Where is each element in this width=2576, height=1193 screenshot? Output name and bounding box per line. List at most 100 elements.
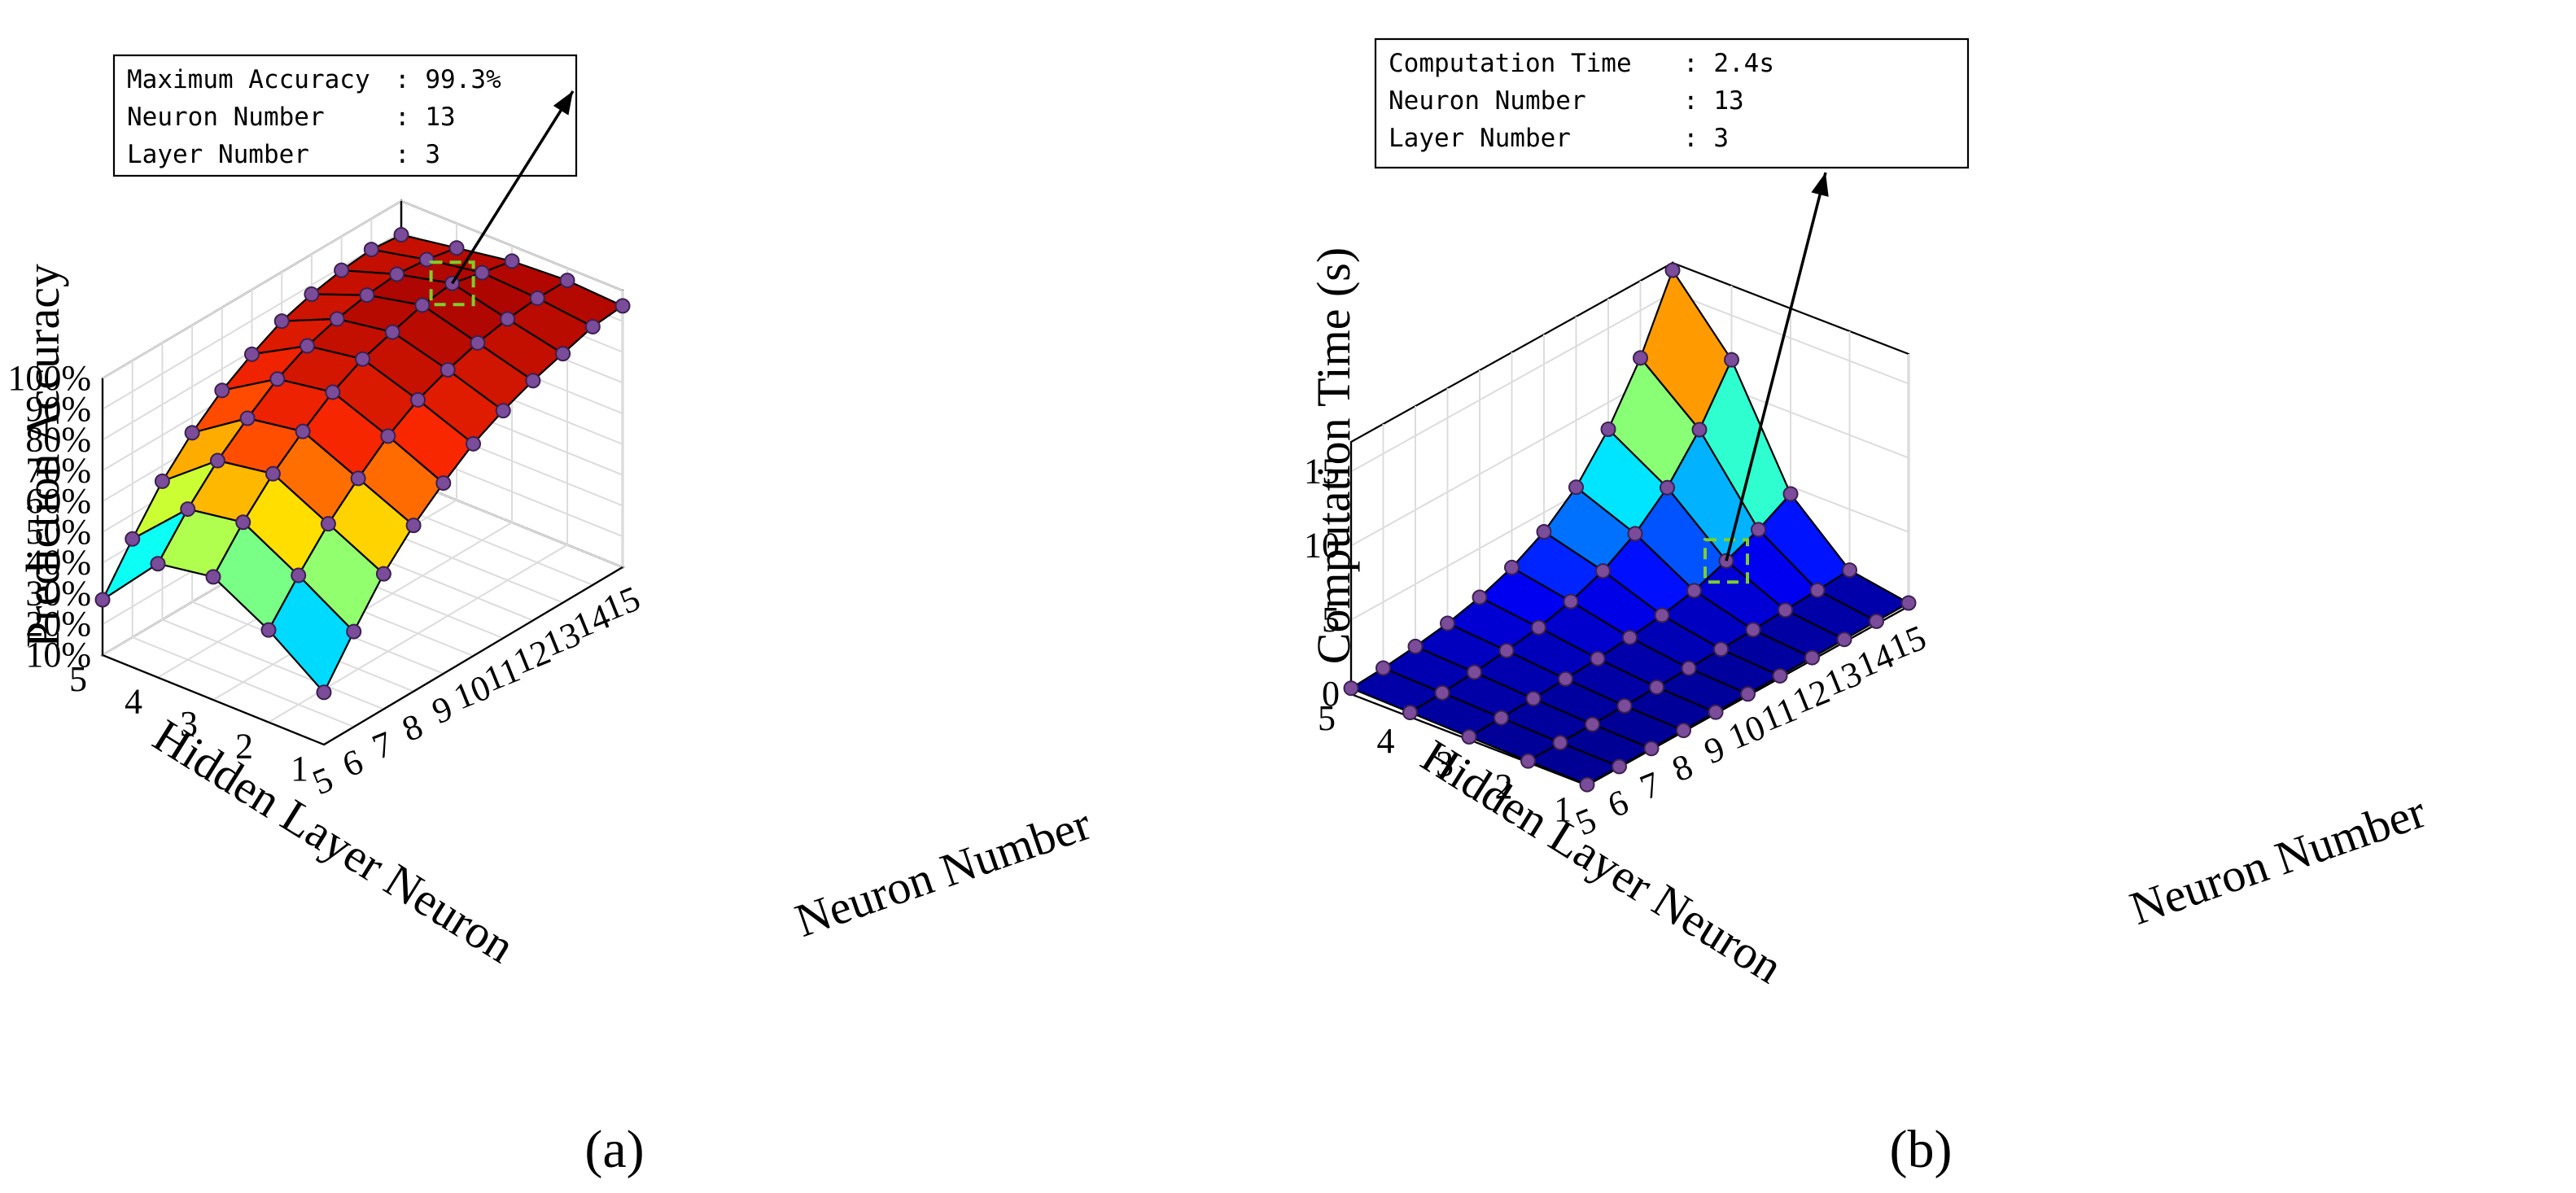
data-point-marker	[1633, 350, 1648, 366]
x-tick-label: 8	[1667, 746, 1699, 790]
z-tick-label: 80%	[25, 420, 91, 460]
data-point-marker	[525, 373, 541, 389]
z-tick-label: 15	[1304, 451, 1340, 491]
y-tick-label: 1	[1554, 789, 1572, 829]
data-point-marker	[1713, 641, 1729, 658]
data-point-marker	[125, 531, 141, 547]
data-point-marker	[1434, 684, 1450, 701]
data-point-marker	[1772, 667, 1788, 684]
data-point-marker	[1664, 262, 1681, 278]
data-point-marker	[265, 465, 281, 482]
data-point-marker	[1842, 562, 1857, 579]
chart-b-panel-label: (b)	[1890, 1120, 1953, 1179]
y-tick-label: 5	[69, 659, 87, 699]
data-point-marker	[1643, 741, 1660, 757]
data-point-marker	[180, 501, 196, 518]
data-point-marker	[1407, 638, 1424, 654]
annotation-value: : 13	[395, 103, 456, 132]
data-point-marker	[154, 473, 170, 489]
z-tick-label: 40%	[25, 543, 91, 583]
chart-a-surface	[101, 234, 624, 693]
annotation-label: Maximum Accuracy	[127, 65, 370, 94]
data-point-marker	[1595, 563, 1611, 579]
data-point-marker	[1472, 589, 1488, 605]
data-point-marker	[1708, 704, 1724, 720]
chart-a-ylabel: Hidden Layer Neuron	[144, 709, 523, 973]
data-point-marker	[1782, 486, 1799, 502]
x-tick-label: 6	[337, 741, 369, 785]
data-point-marker	[410, 391, 426, 408]
data-point-marker	[500, 311, 516, 327]
data-point-marker	[418, 251, 435, 268]
data-point-marker	[414, 297, 431, 313]
data-point-marker	[1558, 671, 1573, 687]
annotation-label: Neuron Number	[127, 103, 325, 132]
x-axis-line	[323, 566, 623, 745]
data-point-marker	[1654, 607, 1670, 623]
z-tick-label: 20%	[25, 604, 91, 644]
data-point-marker	[1681, 660, 1697, 676]
data-point-marker	[559, 273, 575, 289]
data-point-marker	[334, 262, 350, 278]
chart-b-surface	[1349, 269, 1910, 786]
data-point-marker	[1660, 479, 1675, 496]
annotation-value: : 13	[1683, 86, 1744, 116]
x-tick-label: 6	[1603, 782, 1634, 826]
data-point-marker	[555, 346, 571, 362]
data-point-marker	[504, 253, 520, 269]
x-tick-label: 7	[1634, 764, 1666, 808]
data-point-marker	[1525, 690, 1542, 706]
data-point-marker	[1616, 697, 1633, 714]
y-tick-label: 2	[1495, 767, 1513, 806]
chart-a: 10%20%30%40%50%60%70%80%90%100%567891011…	[7, 54, 1097, 1179]
data-point-marker	[329, 311, 345, 327]
data-point-marker	[235, 514, 251, 531]
z-tick-label: 60%	[25, 481, 91, 521]
data-point-marker	[1778, 602, 1793, 618]
data-point-marker	[1627, 526, 1643, 542]
data-point-marker	[1504, 559, 1520, 575]
data-point-marker	[1751, 522, 1766, 538]
z-tick-label: 10	[1304, 526, 1340, 566]
data-point-marker	[320, 516, 336, 532]
y-axis-line	[102, 653, 325, 746]
data-point-marker	[205, 569, 221, 585]
chart-b-xlabel: Neuron Number	[2123, 784, 2432, 935]
annotation-box	[112, 54, 578, 177]
data-point-marker	[1461, 728, 1477, 745]
data-point-marker	[474, 264, 490, 281]
z-tick-label: 0	[1322, 674, 1340, 714]
data-point-marker	[325, 384, 341, 400]
chart-b-zlabel: Computation Time (s)	[1307, 247, 1360, 664]
data-point-marker	[375, 566, 391, 582]
z-tick-label: 30%	[25, 573, 91, 613]
data-point-marker	[214, 382, 230, 399]
data-point-marker	[435, 475, 452, 492]
data-point-marker	[1869, 613, 1884, 629]
data-point-marker	[1343, 680, 1359, 697]
data-point-marker	[346, 623, 362, 640]
data-point-marker	[495, 403, 511, 419]
data-point-marker	[1691, 422, 1708, 438]
data-point-marker	[1579, 776, 1595, 793]
z-tick-label: 10%	[25, 635, 91, 675]
data-point-marker	[239, 410, 256, 426]
data-point-marker	[1724, 352, 1739, 368]
chart-a-panel-label: (a)	[584, 1120, 644, 1179]
data-point-marker	[1568, 479, 1584, 496]
data-point-marker	[94, 592, 111, 608]
data-point-marker	[466, 435, 481, 452]
annotation-arrowhead	[1811, 173, 1829, 197]
x-tick-label: 9	[1699, 728, 1730, 772]
data-point-marker	[355, 351, 370, 367]
annotation-label: Computation Time	[1389, 49, 1632, 78]
y-tick-label: 3	[180, 704, 198, 744]
data-point-marker	[405, 518, 422, 534]
highlight-box	[1703, 538, 1749, 584]
data-point-marker	[184, 425, 200, 441]
annotation-label: Neuron Number	[1389, 86, 1586, 116]
y-gridline	[268, 268, 568, 723]
data-point-marker	[244, 346, 260, 362]
